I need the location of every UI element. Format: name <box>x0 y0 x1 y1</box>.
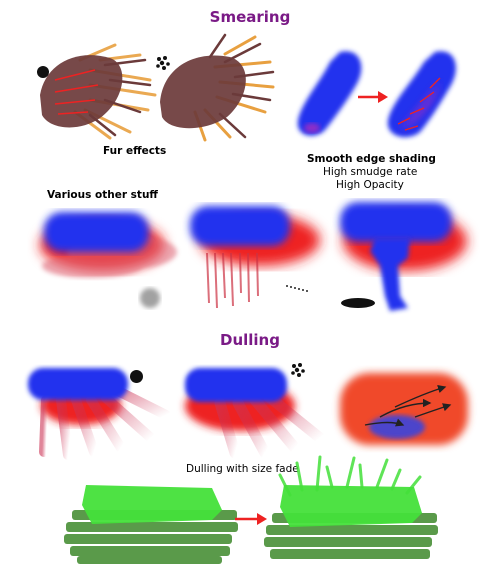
various-panel-2 <box>190 206 320 309</box>
smooth-edge-after <box>387 51 456 138</box>
various-panel-1 <box>40 212 177 308</box>
arrow-icon <box>358 91 388 103</box>
smooth-edge-caption: Smooth edge shading <box>307 153 436 165</box>
dulling-panel-2 <box>185 368 326 459</box>
spray-brush-icon <box>156 56 170 70</box>
spray-brush-icon-2 <box>291 363 305 377</box>
grass-after <box>264 455 438 559</box>
fur-effects-caption: Fur effects <box>103 145 167 157</box>
smearing-heading: Smearing <box>209 8 291 26</box>
fur-effect-after <box>160 33 275 142</box>
dulling-heading: Dulling <box>220 331 280 349</box>
brush-dot-icon <box>37 66 49 78</box>
smooth-edge-before <box>297 51 362 136</box>
various-other-stuff-caption: Various other stuff <box>47 189 158 201</box>
dulling-panel-1 <box>28 368 171 460</box>
arrow-icon-2 <box>235 513 267 525</box>
brush-dot-icon-2 <box>130 370 143 383</box>
dulling-size-fade-caption: Dulling with size fade <box>186 463 299 475</box>
high-smudge-rate-caption: High smudge rate <box>323 166 418 178</box>
fur-effect-before <box>40 43 157 140</box>
dulling-panel-3 <box>340 373 468 445</box>
various-panel-3 <box>340 202 467 311</box>
grass-before <box>64 485 238 564</box>
high-opacity-caption: High Opacity <box>336 179 404 191</box>
